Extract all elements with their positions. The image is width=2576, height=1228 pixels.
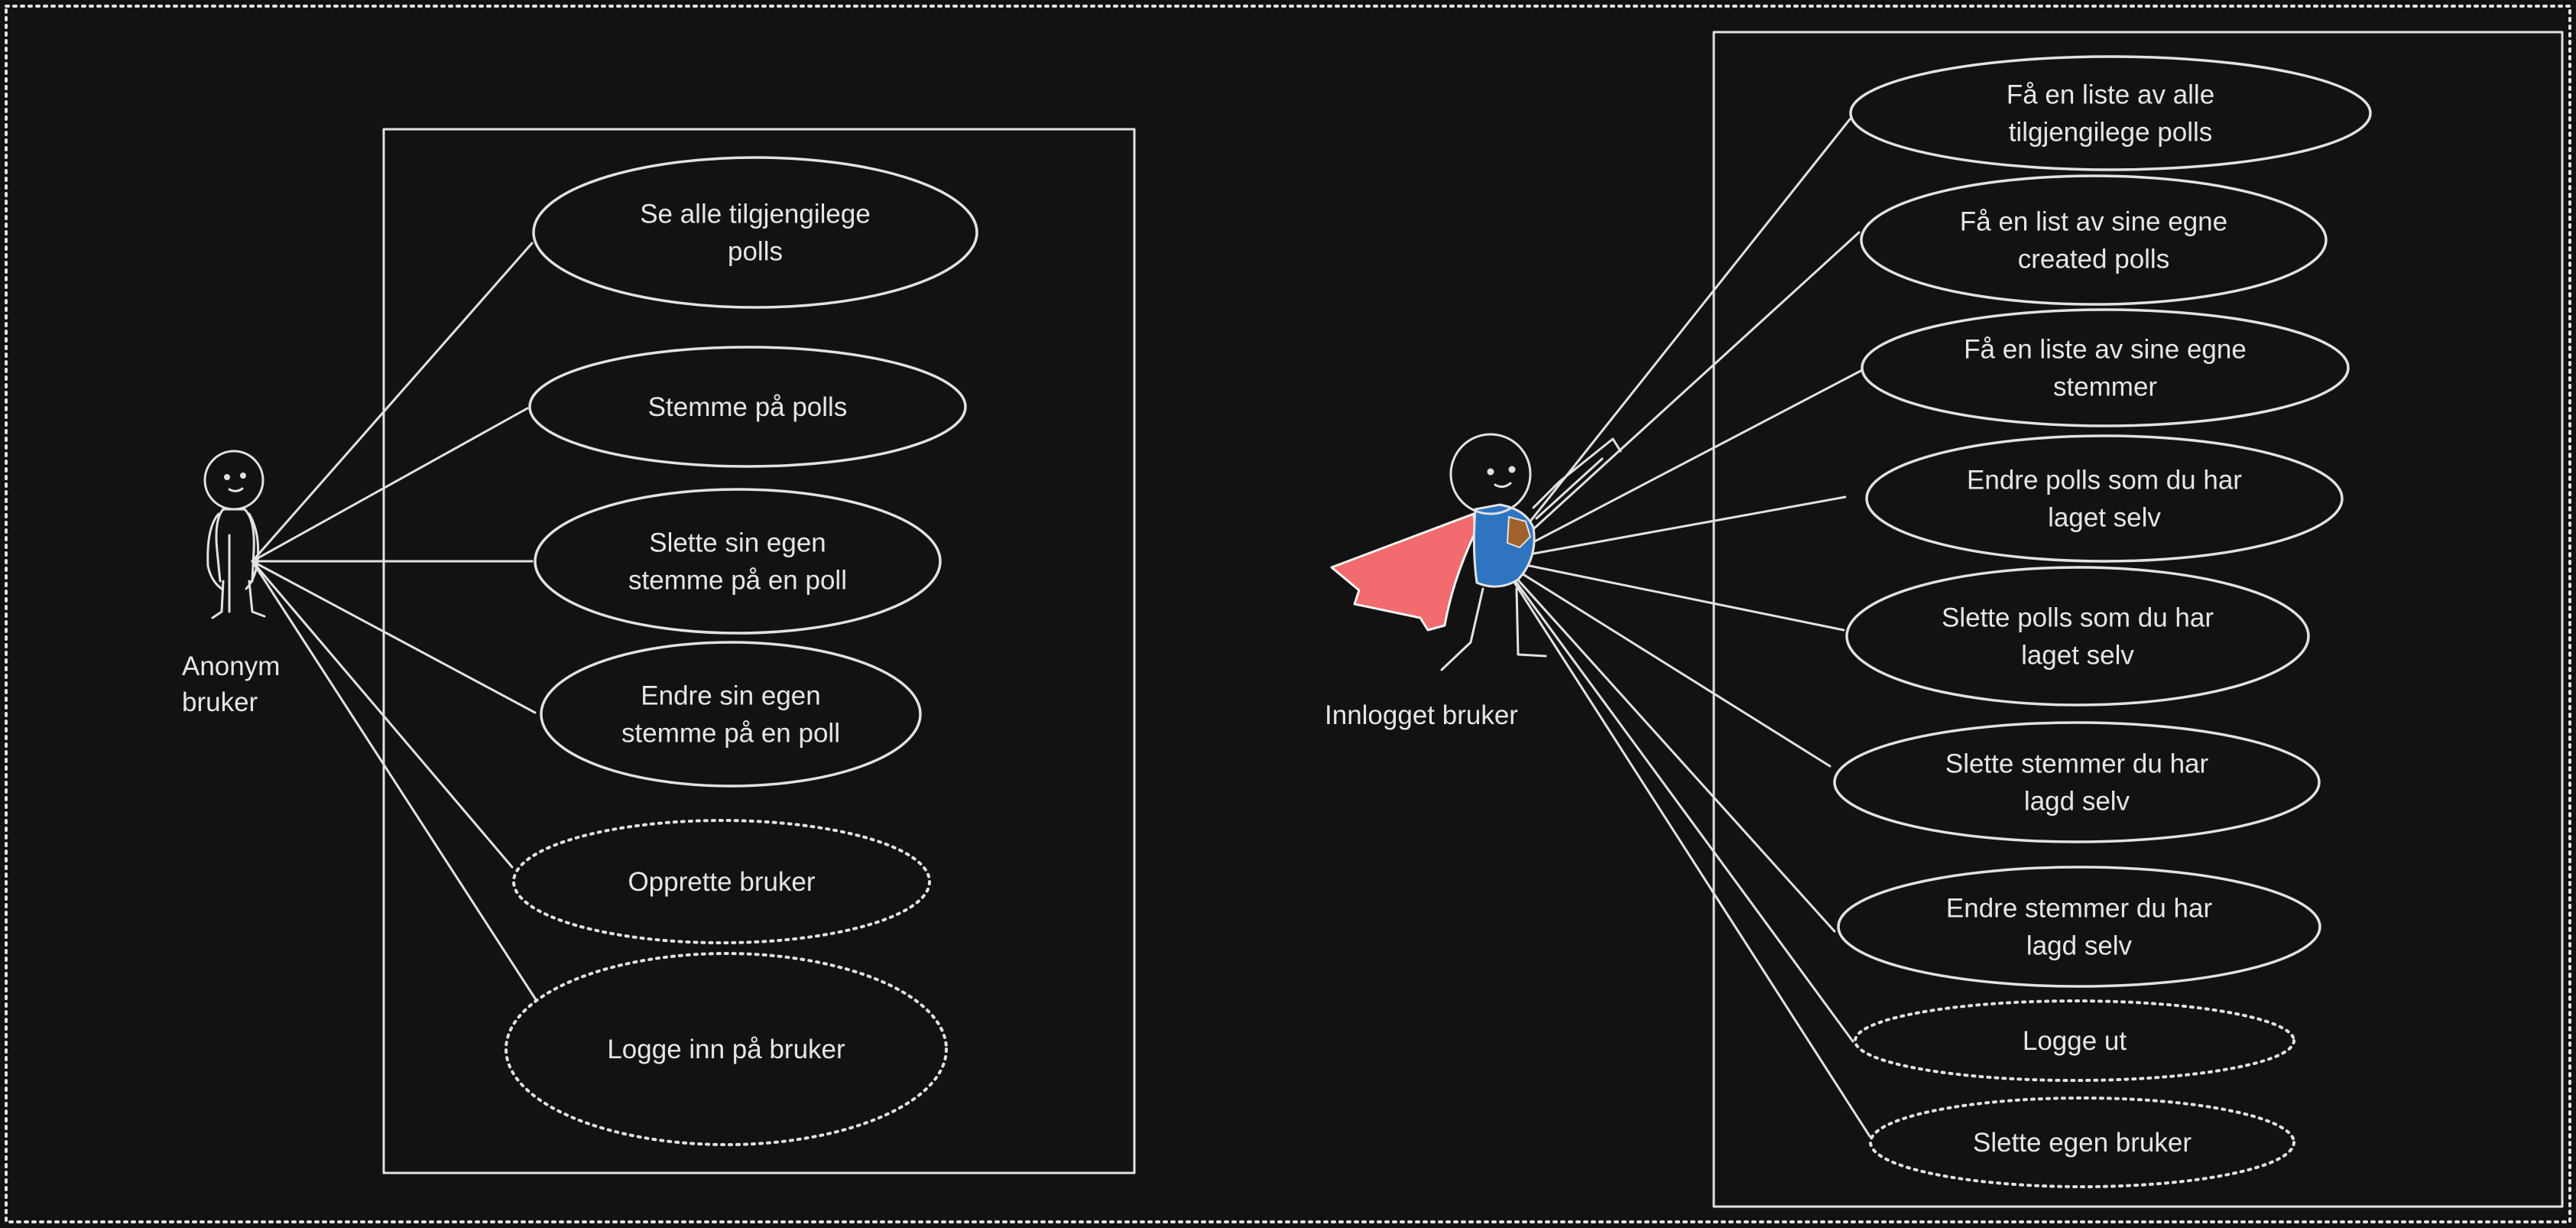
use-case-label: laget selv — [2048, 503, 2161, 533]
use-case-ellipse — [1854, 999, 2295, 1082]
use-case: Slette stemmer du har lagd selv — [1833, 721, 2321, 843]
use-case-ellipse — [1845, 566, 2310, 707]
use-case-label: Endre sin egen — [641, 681, 820, 711]
association-line — [1498, 558, 1871, 1138]
use-case-ellipse — [1865, 434, 2344, 563]
use-cases-anonym: Se alle tilgjengilege polls Stemme på poll… — [504, 156, 978, 1146]
use-case: Endre polls som du har laget selv — [1865, 434, 2344, 563]
use-case-ellipse — [1837, 866, 2321, 988]
use-case-ellipse — [1860, 174, 2328, 306]
association-line — [1498, 558, 1854, 1043]
use-case: Få en list av sine egne created polls — [1860, 174, 2328, 306]
use-case-label: Få en liste av alle — [2007, 80, 2214, 110]
association-line — [1498, 558, 1845, 632]
association-line — [1498, 367, 1867, 561]
association-line — [1498, 231, 1861, 561]
use-case-label: Logge inn på bruker — [607, 1035, 845, 1064]
use-case-label: polls — [728, 237, 783, 267]
use-case-ellipse — [1833, 721, 2321, 843]
use-case-label: laget selv — [2021, 641, 2134, 671]
association-line — [251, 407, 529, 563]
use-case: Endre stemmer du har lagd selv — [1837, 866, 2321, 988]
actor-label-innlogget: Innlogget bruker — [1325, 700, 1518, 730]
association-line — [251, 560, 537, 714]
canvas-frame — [5, 5, 2571, 1223]
actor-label-anonym-line2: bruker — [182, 687, 258, 717]
use-case: Slette sin egen stemme på en poll — [534, 488, 942, 635]
association-line — [251, 560, 514, 869]
use-case: Logge inn på bruker — [504, 952, 948, 1146]
system-boundary-innlogget — [1712, 31, 2564, 1208]
use-case-ellipse — [540, 641, 922, 788]
use-case-label: Opprette bruker — [628, 867, 815, 897]
use-case: Logge ut — [1854, 999, 2295, 1082]
use-case-label: Få en list av sine egne — [1960, 207, 2227, 237]
system-boundary-anonym — [382, 128, 1136, 1174]
use-case: Slette egen bruker — [1869, 1096, 2295, 1188]
use-case: Få en liste av alle tilgjengilege polls — [1849, 55, 2372, 171]
association-line — [1498, 118, 1851, 561]
use-case-ellipse — [1861, 308, 2350, 427]
use-case-ellipse — [532, 156, 978, 309]
use-case-label: Endre polls som du har — [1967, 466, 2242, 495]
use-case-label: Endre stemmer du har — [1946, 894, 2213, 924]
use-case-label: Slette stemmer du har — [1945, 749, 2209, 779]
association-line — [1498, 558, 1836, 933]
use-case-label: Se alle tilgjengilege — [640, 200, 871, 229]
association-line — [1498, 495, 1847, 561]
use-case: Slette polls som du har laget selv — [1845, 566, 2310, 707]
associations-innlogget — [1498, 118, 1871, 1138]
use-case: Stemme på polls — [528, 346, 967, 468]
superhero-icon — [1330, 433, 1622, 671]
association-line — [251, 560, 540, 1005]
use-case-label: stemme på en poll — [628, 566, 847, 596]
use-case-label: Slette polls som du har — [1942, 603, 2214, 633]
use-case-label: Stemme på polls — [648, 392, 848, 422]
association-line — [1498, 558, 1831, 768]
use-case-label: lagd selv — [2026, 931, 2133, 961]
use-case: Opprette bruker — [512, 819, 931, 944]
use-case-ellipse — [504, 952, 948, 1146]
use-case-ellipse — [528, 346, 967, 468]
use-case: Se alle tilgjengilege polls — [532, 156, 978, 309]
use-case: Få en liste av sine egne stemmer — [1861, 308, 2350, 427]
use-case-label: stemmer — [2053, 372, 2157, 402]
use-case-ellipse — [1849, 55, 2372, 171]
stick-figure-icon — [203, 450, 266, 619]
use-case-label: Slette egen bruker — [1973, 1128, 2192, 1158]
use-case-ellipse — [1869, 1096, 2295, 1188]
association-line — [251, 242, 534, 563]
use-case-ellipse — [512, 819, 931, 944]
actor-label-anonym: Anonym — [182, 651, 280, 681]
use-case-label: tilgjengilege polls — [2009, 118, 2213, 148]
use-case-ellipse — [534, 488, 942, 635]
use-case-label: created polls — [2018, 245, 2169, 275]
use-case-label: Slette sin egen — [649, 528, 826, 558]
use-case-label: lagd selv — [2024, 787, 2130, 817]
use-case: Endre sin egen stemme på en poll — [540, 641, 922, 788]
use-case-label: stemme på en poll — [621, 719, 840, 749]
use-case-label: Få en liste av sine egne — [1964, 335, 2247, 365]
use-case-label: Logge ut — [2023, 1026, 2127, 1056]
associations-anonym — [251, 242, 540, 1005]
